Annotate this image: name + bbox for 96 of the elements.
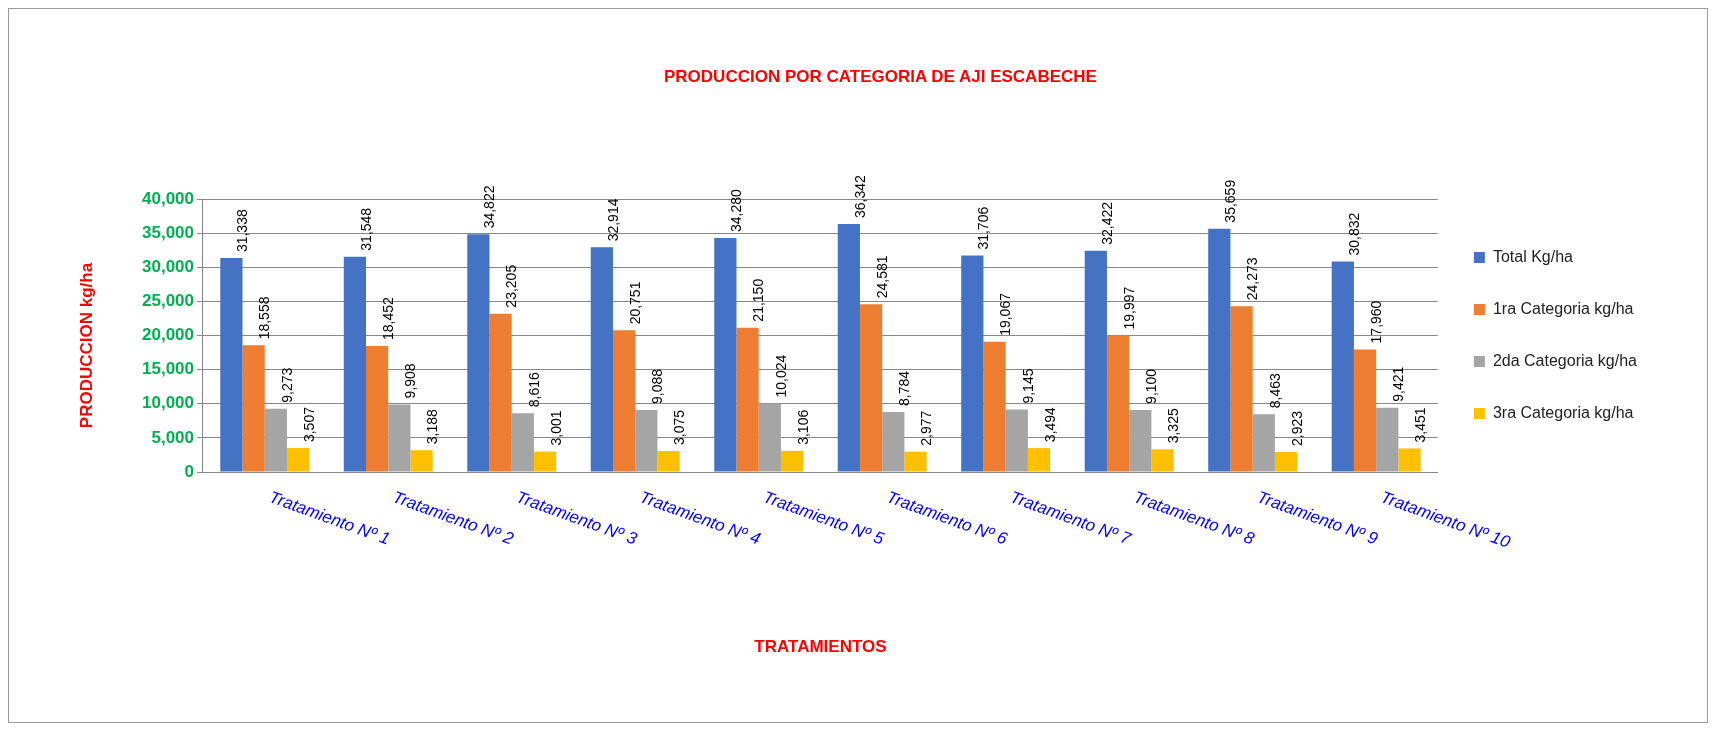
bar [511,413,534,472]
bar [1208,228,1231,472]
bar [612,330,636,472]
data-label: 31,706 [975,206,992,250]
data-label: 3,507 [300,406,317,443]
bar [983,341,1006,472]
bar [1274,452,1298,472]
y-tick-label: 35,000 [142,222,194,242]
bar [758,403,781,472]
data-label: 19,997 [1120,286,1137,330]
bar [1027,448,1051,472]
legend-label: 3ra Categoria kg/ha [1492,403,1634,421]
data-label: 31,548 [357,207,374,251]
y-tick-label: 10,000 [142,393,194,413]
bar [590,247,613,472]
data-label: 34,280 [728,189,745,233]
data-label: 3,451 [1412,407,1429,443]
data-label: 31,338 [234,209,251,253]
legend-label: 1ra Categoria kg/ha [1492,299,1634,317]
bar [1398,448,1421,472]
bar [837,223,860,472]
data-label: 2,923 [1288,410,1305,447]
y-tick-label: 5,000 [151,427,194,447]
y-tick-label: 15,000 [142,359,194,379]
bar [264,408,287,472]
y-axis-title: PRODUCCION kg/ha [76,262,96,429]
bar [286,448,310,472]
data-label: 23,205 [503,264,520,308]
data-label: 36,342 [851,174,868,218]
data-label: 34,822 [481,185,498,229]
data-label: 8,784 [896,370,913,407]
data-label: 3,188 [424,408,441,445]
data-label: 9,088 [649,368,666,404]
data-label: 20,751 [626,281,643,325]
bar [489,313,512,472]
bar [1353,349,1377,472]
bar [467,234,490,472]
data-label: 35,659 [1222,179,1239,223]
bar [904,451,927,472]
data-label: 2,977 [918,410,935,446]
y-tick-label: 20,000 [142,325,194,345]
y-tick-label: 25,000 [142,291,194,311]
bar [961,255,984,472]
bar [635,409,658,472]
data-label: 3,106 [794,409,811,445]
data-label: 18,452 [379,297,396,341]
bar [714,238,737,472]
bar [1230,306,1253,472]
data-label: 21,150 [750,278,767,322]
bar [1331,261,1354,472]
bar [1252,414,1275,472]
data-label: 9,421 [1390,366,1407,402]
data-label: 18,558 [256,296,273,340]
data-label: 32,422 [1098,201,1115,245]
chart-title: PRODUCCION POR CATEGORIA DE AJI ESCABECHE [663,66,1097,86]
bar [657,451,680,472]
bar [882,412,905,472]
data-label: 24,273 [1244,257,1261,301]
bar [366,346,389,472]
legend-label: Total Kg/ha [1492,247,1574,265]
data-label: 9,100 [1143,368,1160,404]
bar [780,450,804,472]
bar [859,304,883,472]
bar [410,450,433,472]
bar [1106,335,1130,472]
data-label: 19,067 [997,292,1014,336]
data-label: 9,908 [402,363,419,399]
legend-label: 2da Categoria kg/ha [1492,351,1638,369]
data-label: 3,325 [1165,408,1182,444]
bar [1151,449,1174,472]
data-label: 17,960 [1367,300,1384,344]
bar [1376,407,1399,472]
bar [1005,409,1028,472]
bar [220,258,243,472]
data-label: 32,914 [604,198,621,242]
data-label: 3,001 [547,410,564,446]
data-label: 8,463 [1266,372,1283,409]
y-tick-label: 30,000 [142,256,194,276]
bar [1129,409,1152,472]
data-label: 8,616 [525,371,542,408]
y-tick-label: 0 [184,461,194,481]
data-label: 9,145 [1019,368,1036,404]
data-label: 30,832 [1345,212,1362,256]
x-axis-title: TRATAMIENTOS [754,636,887,656]
data-label: 3,494 [1041,406,1058,443]
data-label: 10,024 [772,354,789,398]
bar [388,404,411,472]
bar [1084,250,1107,472]
y-tick-label: 40,000 [142,188,194,208]
bar [736,327,759,472]
bar [533,451,557,472]
bar [343,256,366,472]
data-label: 9,273 [278,367,295,403]
data-label: 24,581 [873,255,890,299]
data-label: 3,075 [671,409,688,446]
bar [242,345,265,472]
